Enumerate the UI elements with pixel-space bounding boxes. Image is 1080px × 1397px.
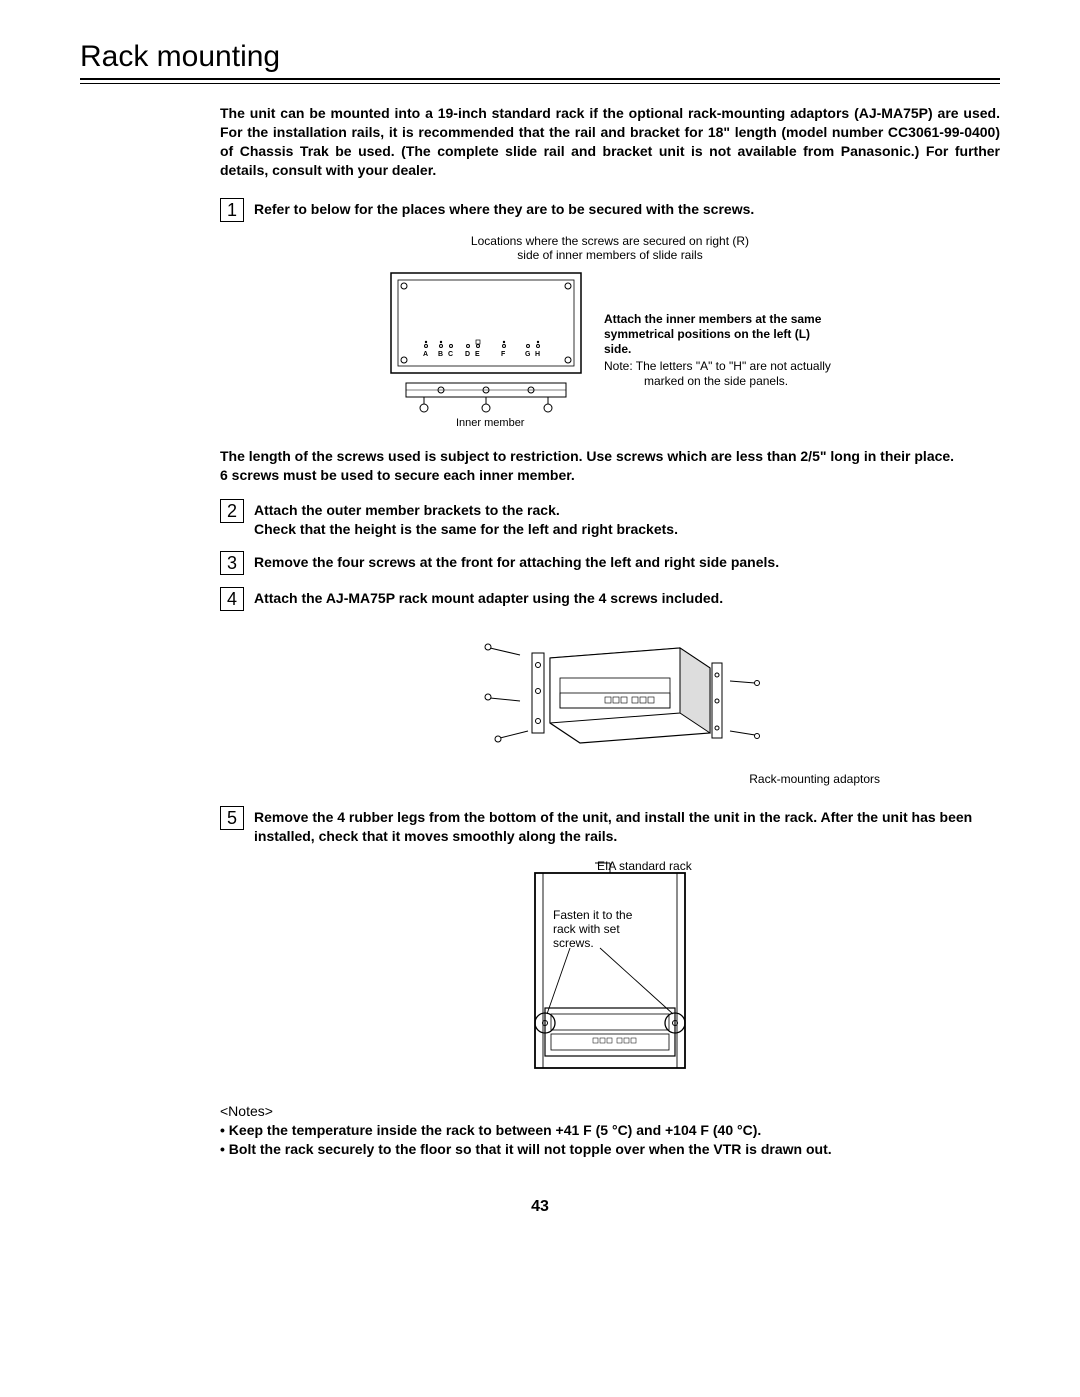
intro-paragraph: The unit can be mounted into a 19-inch s… [220,104,1000,180]
step-5-text: Remove the 4 rubber legs from the bottom… [254,806,1000,846]
svg-text:B: B [438,351,443,358]
page-number: 43 [80,1198,1000,1216]
step-1-text: Refer to below for the places where they… [254,198,754,219]
step-3-text: Remove the four screws at the front for … [254,551,779,572]
svg-text:F: F [501,351,506,358]
figure-2: Rack-mounting adaptors [220,623,1000,786]
note-1: • Keep the temperature inside the rack t… [220,1121,1000,1140]
notes-header: <Notes> [220,1103,1000,1119]
fig1-side-note-plain: Note: The letters "A" to "H" are not act… [604,359,834,389]
step-4: 4 Attach the AJ-MA75P rack mount adapter… [220,587,1000,611]
step-2-number: 2 [220,499,244,523]
title-rule [80,78,1000,84]
figure-3: EIA standard rack Fasten it to the rack … [220,858,1000,1083]
svg-text:C: C [448,351,453,358]
svg-text:D: D [465,351,470,358]
fig1-side-note-bold: Attach the inner members at the same sym… [604,312,821,356]
step-5: 5 Remove the 4 rubber legs from the bott… [220,806,1000,846]
step-5-number: 5 [220,806,244,830]
page-title: Rack mounting [80,40,1000,74]
step-2-text: Attach the outer member brackets to the … [254,499,678,539]
sub-paragraph: The length of the screws used is subject… [220,447,1000,485]
step-3-number: 3 [220,551,244,575]
note-2: • Bolt the rack securely to the floor so… [220,1140,1000,1159]
content-area: The unit can be mounted into a 19-inch s… [220,104,1000,1158]
step-4-number: 4 [220,587,244,611]
fig2-caption: Rack-mounting adaptors [220,772,1000,786]
figure-1-caption: Locations where the screws are secured o… [220,234,1000,263]
figure-1: A B C D E F G H [220,268,1000,433]
fig3-svg [515,858,705,1078]
fig1-svg: A B C D E F G H [386,268,586,433]
fig1-caption-line2: side of inner members of slide rails [220,248,1000,262]
fig1-inner-label: Inner member [456,417,525,428]
svg-text:E: E [475,351,480,358]
fig1-caption-line1: Locations where the screws are secured o… [220,234,1000,248]
fig2-svg [460,623,760,763]
svg-text:A: A [423,351,428,358]
step-2: 2 Attach the outer member brackets to th… [220,499,1000,539]
svg-text:H: H [535,351,540,358]
fig1-side-note: Attach the inner members at the same sym… [604,312,834,389]
step-3: 3 Remove the four screws at the front fo… [220,551,1000,575]
svg-text:G: G [525,351,531,358]
step-1: 1 Refer to below for the places where th… [220,198,1000,222]
step-4-text: Attach the AJ-MA75P rack mount adapter u… [254,587,723,608]
step-1-number: 1 [220,198,244,222]
